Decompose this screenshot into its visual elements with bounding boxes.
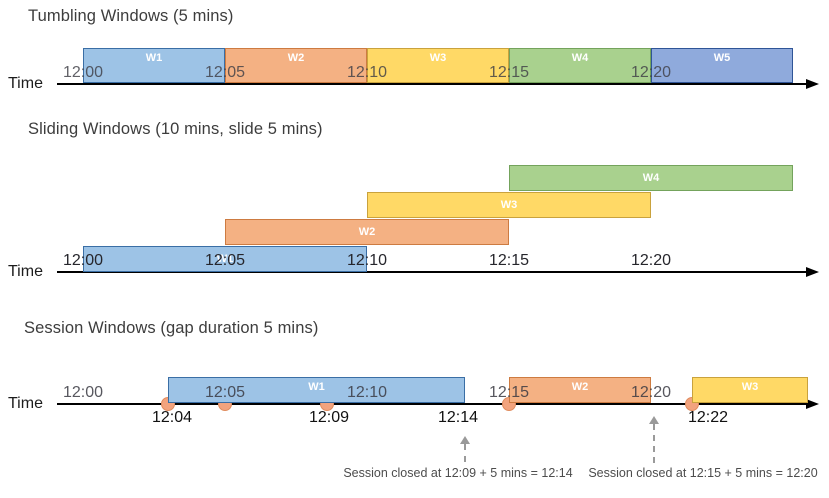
- sliding-tick-label: 12:15: [488, 252, 530, 269]
- session-window-box-w3: [692, 377, 808, 403]
- tumbling-tick-label: 12:15: [488, 64, 530, 81]
- sliding-tick-label: 12:10: [346, 252, 388, 269]
- sliding-window-label-w3: W3: [500, 198, 518, 211]
- tumbling-section-title: Tumbling Windows (5 mins): [28, 7, 234, 25]
- sliding-window-label-w1: W1: [216, 252, 234, 265]
- sliding-window-label-w4: W4: [642, 171, 660, 184]
- session-tick-label: 12:10: [346, 384, 388, 401]
- sliding-tick-label: 12:00: [62, 252, 104, 269]
- sliding-section-title: Sliding Windows (10 mins, slide 5 mins): [28, 120, 323, 138]
- tumbling-window-label-w5: W5: [713, 52, 731, 64]
- sliding-window-box-w3: [367, 192, 651, 218]
- session-window-box-w1: [168, 377, 465, 403]
- tumbling-window-label-w4: W4: [571, 52, 589, 64]
- sliding-tick-label: 12:20: [630, 252, 672, 269]
- sliding-window-label-w2: W2: [358, 225, 376, 238]
- tumbling-timeline-arrowhead: [806, 79, 819, 89]
- session-event-time-label: 12:04: [151, 409, 193, 426]
- sliding-window-box-w1: [83, 246, 367, 272]
- tumbling-window-box-w4: [509, 48, 651, 83]
- session-window-label-w3: W3: [741, 381, 759, 393]
- sliding-window-box-w2: [225, 219, 509, 245]
- sliding-tick-label: 12:05: [204, 252, 246, 269]
- session-tick-label: 12:15: [488, 384, 530, 401]
- sliding-time-axis-label: Time: [8, 263, 43, 280]
- tumbling-window-box-w5: [651, 48, 793, 83]
- session-tick-label: 12:20: [630, 384, 672, 401]
- session-callout-dashed-line: [653, 424, 655, 463]
- session-annotation-text: Session closed at 12:15 + 5 mins = 12:20: [588, 466, 818, 480]
- tumbling-tick-label: 12:05: [204, 64, 246, 81]
- session-window-box-w2: [509, 377, 651, 403]
- tumbling-tick-label: 12:20: [630, 64, 672, 81]
- session-time-axis-label: Time: [8, 395, 43, 412]
- tumbling-timeline-axis: [57, 83, 806, 85]
- session-annotation-text: Session closed at 12:09 + 5 mins = 12:14: [343, 466, 573, 480]
- sliding-timeline-arrowhead: [806, 267, 819, 277]
- session-window-label-w2: W2: [571, 381, 589, 393]
- tumbling-tick-label: 12:10: [346, 64, 388, 81]
- session-event-time-label: 12:09: [308, 409, 350, 426]
- sliding-timeline-axis: [57, 271, 806, 273]
- tumbling-time-axis-label: Time: [8, 75, 43, 92]
- session-callout-dashed-line: [464, 444, 466, 462]
- session-callout-arrowhead: [649, 416, 659, 424]
- session-window-label-w1: W1: [308, 381, 325, 393]
- tumbling-window-box-w3: [367, 48, 509, 83]
- session-timeline-arrowhead: [806, 399, 819, 409]
- tumbling-window-box-w1: [83, 48, 225, 83]
- session-event-time-label: 12:14: [437, 409, 479, 426]
- session-callout-arrowhead: [460, 436, 470, 444]
- session-tick-label: 12:05: [204, 384, 246, 401]
- session-tick-label: 12:00: [62, 384, 104, 401]
- session-timeline-axis: [57, 403, 806, 405]
- tumbling-window-label-w2: W2: [287, 52, 305, 64]
- tumbling-tick-label: 12:00: [62, 64, 104, 81]
- tumbling-window-label-w1: W1: [145, 52, 163, 64]
- sliding-window-box-w4: [509, 165, 793, 191]
- tumbling-window-label-w3: W3: [429, 52, 447, 64]
- session-event-time-label: 12:22: [687, 409, 729, 426]
- tumbling-window-box-w2: [225, 48, 367, 83]
- session-section-title: Session Windows (gap duration 5 mins): [24, 319, 319, 337]
